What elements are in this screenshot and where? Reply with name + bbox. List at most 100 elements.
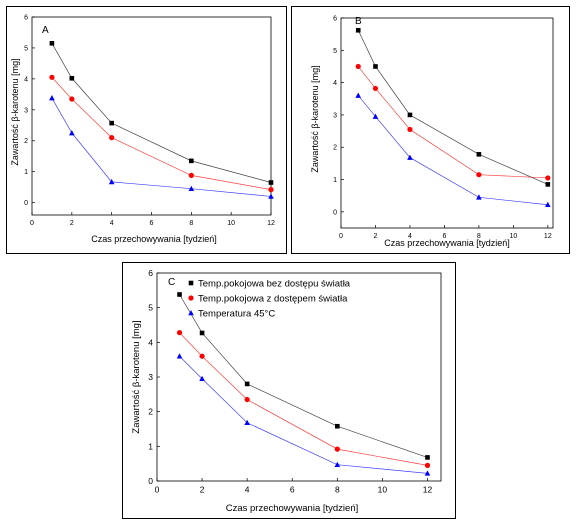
panel-b-series-2-point bbox=[476, 172, 482, 178]
panel-b-ytick-label: 5 bbox=[333, 48, 337, 55]
panel-a-ytick-label: 6 bbox=[24, 14, 28, 21]
panel-a-series-3-point bbox=[268, 193, 274, 199]
panel-b-xlabel: Czas przechowywania [tydzień] bbox=[384, 238, 510, 248]
panel-c-series-2-point bbox=[176, 330, 183, 336]
panel-b-ytick-label: 6 bbox=[333, 15, 337, 22]
panel-a-series-2-point bbox=[49, 74, 55, 80]
panel-b-xtick-label: 6 bbox=[442, 233, 446, 240]
panel-c-xtick-label: 0 bbox=[155, 485, 160, 495]
panel-a-series-3-line bbox=[51, 97, 272, 197]
panel-b-label: B bbox=[355, 16, 362, 27]
panel-c-frame bbox=[122, 262, 456, 519]
panel-b-series-1-point bbox=[355, 27, 361, 33]
panel-b-series-1-point bbox=[476, 152, 482, 157]
panel-a-series-1-point bbox=[69, 75, 75, 81]
panel-b-xtick-label: 4 bbox=[408, 233, 412, 240]
panel-b-ylabel: Zawartość β-karotenu [mg] bbox=[310, 65, 320, 172]
panel-a-ytick-label: 1 bbox=[24, 169, 28, 176]
panel-c-ytick-label: 5 bbox=[148, 303, 153, 313]
panel-a-ytick-label: 2 bbox=[24, 138, 28, 145]
panel-c-ytick-label: 2 bbox=[148, 407, 153, 417]
panel-a-series-1-point bbox=[268, 180, 274, 185]
legend-entry: Temp.pokojowa bez dostępu światła bbox=[198, 278, 351, 289]
legend-marker bbox=[188, 280, 194, 286]
panel-c-xtick-label: 8 bbox=[335, 485, 340, 495]
panel-c-series-1-point bbox=[335, 423, 340, 429]
panel-b-series-2-line bbox=[357, 66, 548, 179]
panel-c-xtick-label: 10 bbox=[378, 485, 388, 495]
panel-a-xtick-label: 12 bbox=[267, 220, 275, 227]
panel-a-series-3-point bbox=[49, 95, 55, 101]
panel-c-ytick-label: 3 bbox=[148, 372, 153, 382]
panel-c-xlabel: Czas przechowywania [tydzień] bbox=[226, 503, 359, 514]
panel-b-xtick-label: 8 bbox=[477, 233, 481, 240]
panel-b-ytick-label: 3 bbox=[333, 112, 337, 119]
panel-b-frame bbox=[291, 6, 570, 254]
panel-a-label: A bbox=[42, 25, 49, 36]
panel-c-series-3-point bbox=[334, 461, 341, 468]
panel-c-series-3-point bbox=[424, 470, 431, 476]
panel-c-xtick-label: 6 bbox=[290, 485, 295, 495]
panel-b-series-3-point bbox=[372, 113, 379, 119]
panel-a-series-2-point bbox=[69, 96, 75, 102]
panel-a-series-3-point bbox=[69, 130, 75, 136]
panel-a-xtick-label: 8 bbox=[189, 220, 193, 227]
panel-c-ylabel: Zawartość β-karotenu [mg] bbox=[131, 320, 142, 433]
panel-c-series-3-point bbox=[244, 419, 250, 426]
panel-c-series-2-point bbox=[424, 462, 431, 468]
panel-b-series-1-point bbox=[407, 112, 413, 118]
panel-c-xtick-label: 2 bbox=[200, 485, 205, 495]
panel-b-xtick-label: 12 bbox=[544, 233, 552, 240]
panel-a-series-1-point bbox=[49, 40, 55, 46]
panel-c-series-1-point bbox=[425, 455, 430, 460]
panel-c-ytick-label: 1 bbox=[148, 441, 153, 451]
panel-c-series-1-point bbox=[199, 330, 205, 336]
panel-a-frame bbox=[6, 6, 287, 254]
panel-c-series-2-point bbox=[244, 396, 250, 403]
panel-c-series-2-line bbox=[179, 332, 428, 466]
panel-a-xtick-label: 6 bbox=[150, 220, 154, 227]
panel-c-series-2-point bbox=[334, 446, 340, 452]
panel-a-ytick-label: 4 bbox=[24, 76, 28, 83]
panel-a-ytick-label: 5 bbox=[24, 45, 28, 52]
panel-a-xtick-label: 2 bbox=[70, 220, 74, 227]
panel-c-xtick-label: 4 bbox=[245, 485, 250, 495]
panel-a-series-2-point bbox=[109, 135, 115, 141]
panel-a-series-3-point bbox=[188, 185, 195, 192]
panel-a-series-2-point bbox=[268, 187, 274, 193]
panel-a-series-2-point bbox=[188, 172, 194, 178]
panel-b-series-2-point bbox=[545, 175, 551, 181]
panel-c-ytick-label: 0 bbox=[148, 476, 153, 486]
legend-entry: Temperatura 45°C bbox=[198, 308, 275, 319]
panel-c-ytick-label: 6 bbox=[148, 268, 153, 278]
panel-b-series-3-point bbox=[407, 154, 413, 160]
panel-c-ytick-label: 4 bbox=[148, 337, 153, 347]
panel-b-series-3-point bbox=[476, 194, 482, 200]
panel-b-series-2-point bbox=[355, 63, 361, 70]
panel-b-xtick-label: 2 bbox=[374, 233, 378, 240]
panel-b-series-3-point bbox=[545, 201, 551, 208]
panel-b-series-1-line bbox=[357, 30, 548, 185]
panel-a-xtick-label: 4 bbox=[110, 220, 114, 227]
panel-b-series-3-point bbox=[355, 92, 362, 98]
panel-c-label: C bbox=[168, 277, 175, 288]
legend-entry: Temp.pokojowa z dostępem światła bbox=[198, 293, 348, 304]
legend-marker bbox=[188, 310, 194, 316]
panel-b-ytick-label: 2 bbox=[333, 145, 337, 152]
panel-a-xlabel: Czas przechowywania [tydzień] bbox=[91, 234, 217, 244]
panel-a-series-2-line bbox=[51, 77, 272, 190]
panel-b-series-2-point bbox=[372, 85, 379, 92]
panel-a-series-1-point bbox=[109, 120, 114, 126]
panel-b-series-1-point bbox=[373, 64, 378, 69]
panel-c-series-1-point bbox=[177, 292, 182, 297]
panel-b-ytick-label: 1 bbox=[333, 177, 337, 184]
panel-c-series-3-point bbox=[176, 353, 183, 359]
panel-b-series-2-point bbox=[407, 126, 413, 133]
panel-c-xtick-label: 12 bbox=[423, 485, 433, 495]
chart-panel-b: B Zawartość β-karotenu [mg] Czas przecho… bbox=[310, 15, 554, 248]
panel-b-xtick-label: 10 bbox=[509, 233, 517, 240]
panel-b-series-3-line bbox=[357, 95, 548, 206]
panel-b-ytick-label: 4 bbox=[333, 80, 337, 87]
panel-c-series-3-line bbox=[179, 355, 428, 474]
